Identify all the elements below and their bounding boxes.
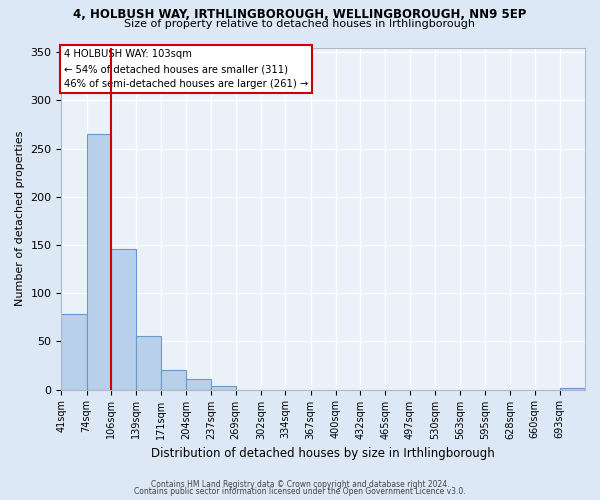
Bar xyxy=(211,386,236,390)
Text: 4, HOLBUSH WAY, IRTHLINGBOROUGH, WELLINGBOROUGH, NN9 5EP: 4, HOLBUSH WAY, IRTHLINGBOROUGH, WELLING… xyxy=(73,8,527,20)
Text: 4 HOLBUSH WAY: 103sqm
← 54% of detached houses are smaller (311)
46% of semi-det: 4 HOLBUSH WAY: 103sqm ← 54% of detached … xyxy=(64,49,308,89)
Y-axis label: Number of detached properties: Number of detached properties xyxy=(15,131,25,306)
Bar xyxy=(161,370,186,390)
Text: Size of property relative to detached houses in Irthlingborough: Size of property relative to detached ho… xyxy=(125,19,476,29)
Text: Contains HM Land Registry data © Crown copyright and database right 2024.: Contains HM Land Registry data © Crown c… xyxy=(151,480,449,489)
Bar xyxy=(136,336,161,390)
X-axis label: Distribution of detached houses by size in Irthlingborough: Distribution of detached houses by size … xyxy=(151,447,495,460)
Text: Contains public sector information licensed under the Open Government Licence v3: Contains public sector information licen… xyxy=(134,488,466,496)
Bar xyxy=(61,314,86,390)
Bar xyxy=(560,388,585,390)
Bar xyxy=(186,379,211,390)
Bar xyxy=(111,249,136,390)
Bar xyxy=(86,134,111,390)
